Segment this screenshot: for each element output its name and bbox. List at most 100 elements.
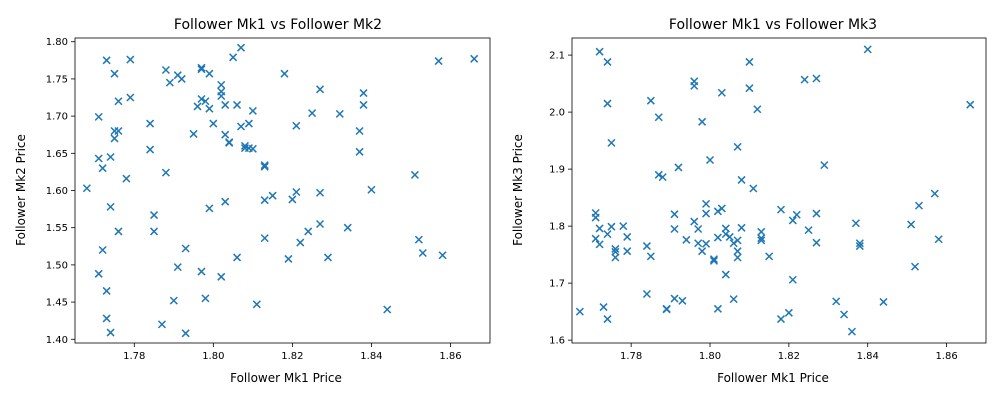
data-point-marker <box>603 315 612 324</box>
y-tick-label: 1.6 <box>549 336 565 347</box>
data-point-marker <box>717 204 726 213</box>
data-point-marker <box>316 85 325 94</box>
data-point-marker <box>106 328 115 337</box>
data-point-marker <box>646 252 655 261</box>
data-point-marker <box>737 223 746 232</box>
axis-ticks: 1.78 1.80 1.82 1.84 1.86 1.40 1.45 1.50 1.55 1.60… <box>46 37 462 362</box>
data-point-marker <box>670 294 679 303</box>
data-point-marker <box>355 126 364 136</box>
data-point-marker <box>284 254 293 263</box>
data-point-marker <box>575 307 584 316</box>
data-point-marker <box>106 202 115 211</box>
data-point-marker <box>729 295 738 304</box>
data-point-marker <box>670 210 679 219</box>
data-point-marker <box>812 74 821 83</box>
data-point-marker <box>757 227 766 236</box>
data-point-marker <box>603 57 612 66</box>
data-point-marker <box>765 252 774 261</box>
data-point-marker <box>619 222 628 231</box>
y-tick-label: 1.75 <box>46 74 68 85</box>
data-point-marker <box>367 185 376 194</box>
data-point-marker <box>102 286 111 295</box>
data-point-marker <box>674 163 683 172</box>
data-point-marker <box>221 197 230 206</box>
data-point-marker <box>595 240 604 249</box>
data-point-marker <box>304 227 313 236</box>
x-tick-label: 1.82 <box>281 351 303 362</box>
data-point-marker <box>709 255 718 264</box>
data-point-marker <box>930 189 939 198</box>
data-point-marker <box>114 97 123 106</box>
data-point-marker <box>296 238 305 247</box>
data-point-marker <box>197 63 206 72</box>
data-point-marker <box>316 219 325 229</box>
data-point-marker <box>757 236 766 245</box>
data-point-marker <box>690 81 699 90</box>
data-point-marker <box>713 207 722 216</box>
data-point-marker <box>94 154 103 163</box>
data-point-marker <box>678 296 687 305</box>
data-point-marker <box>359 100 368 109</box>
data-point-marker <box>122 174 131 183</box>
data-point-marker <box>776 205 786 214</box>
data-point-marker <box>252 300 261 309</box>
data-point-marker <box>702 239 711 248</box>
x-tick-label: 1.82 <box>778 351 800 362</box>
data-point-marker <box>646 96 655 105</box>
data-point-marker <box>292 121 301 130</box>
data-point-marker <box>434 57 443 66</box>
x-axis-label: Follower Mk1 Price <box>230 371 342 385</box>
data-point-marker <box>173 263 182 272</box>
data-point-marker <box>146 145 155 154</box>
data-point-marker <box>355 147 364 156</box>
data-point-marker <box>280 69 289 78</box>
data-point-marker <box>189 129 198 138</box>
chart-title: Follower Mk1 vs Follower Mk2 <box>174 17 382 33</box>
data-point-marker <box>438 251 447 260</box>
data-point-marker <box>177 74 186 83</box>
data-point-marker <box>784 308 793 317</box>
data-point-marker <box>776 315 786 324</box>
data-point-marker <box>205 69 214 78</box>
data-point-marker <box>248 144 257 153</box>
data-point-marker <box>662 305 671 314</box>
data-point-marker <box>603 230 612 239</box>
data-point-marker <box>642 242 651 251</box>
data-point-marker <box>698 117 707 126</box>
data-point-marker <box>694 224 703 234</box>
data-point-marker <box>470 54 479 63</box>
data-point-marker <box>729 239 738 248</box>
data-point-marker <box>236 43 246 52</box>
data-point-marker <box>595 47 604 56</box>
data-point-marker <box>623 247 632 256</box>
data-point-marker <box>713 304 722 313</box>
data-point-marker <box>169 296 178 305</box>
data-point-marker <box>757 234 766 243</box>
data-point-marker <box>623 232 632 241</box>
data-point-marker <box>418 248 427 258</box>
data-point-marker <box>611 247 620 256</box>
data-point-marker <box>126 55 135 64</box>
data-point-marker <box>690 217 699 226</box>
data-point-marker <box>670 224 679 234</box>
data-point-marker <box>654 113 663 122</box>
data-point-marker <box>591 234 600 243</box>
data-point-marker <box>745 57 754 66</box>
data-point-marker <box>161 65 170 75</box>
y-tick-label: 1.8 <box>549 222 565 233</box>
data-point-marker <box>591 213 600 222</box>
data-point-marker <box>343 223 352 232</box>
data-point-marker <box>98 164 107 173</box>
data-point-marker <box>165 78 174 87</box>
y-tick-label: 1.45 <box>46 298 68 309</box>
scatter-plot-mk1-vs-mk3: Follower Mk1 vs Follower Mk3 Follower Mk… <box>511 17 987 385</box>
data-point-marker <box>792 210 801 219</box>
data-point-marker <box>733 253 742 262</box>
data-point-marker <box>260 161 269 170</box>
data-point-marker <box>603 99 612 108</box>
data-point-marker <box>709 256 718 265</box>
data-point-marker <box>907 220 916 229</box>
data-point-marker <box>102 314 111 323</box>
x-tick-label: 1.80 <box>202 351 224 362</box>
